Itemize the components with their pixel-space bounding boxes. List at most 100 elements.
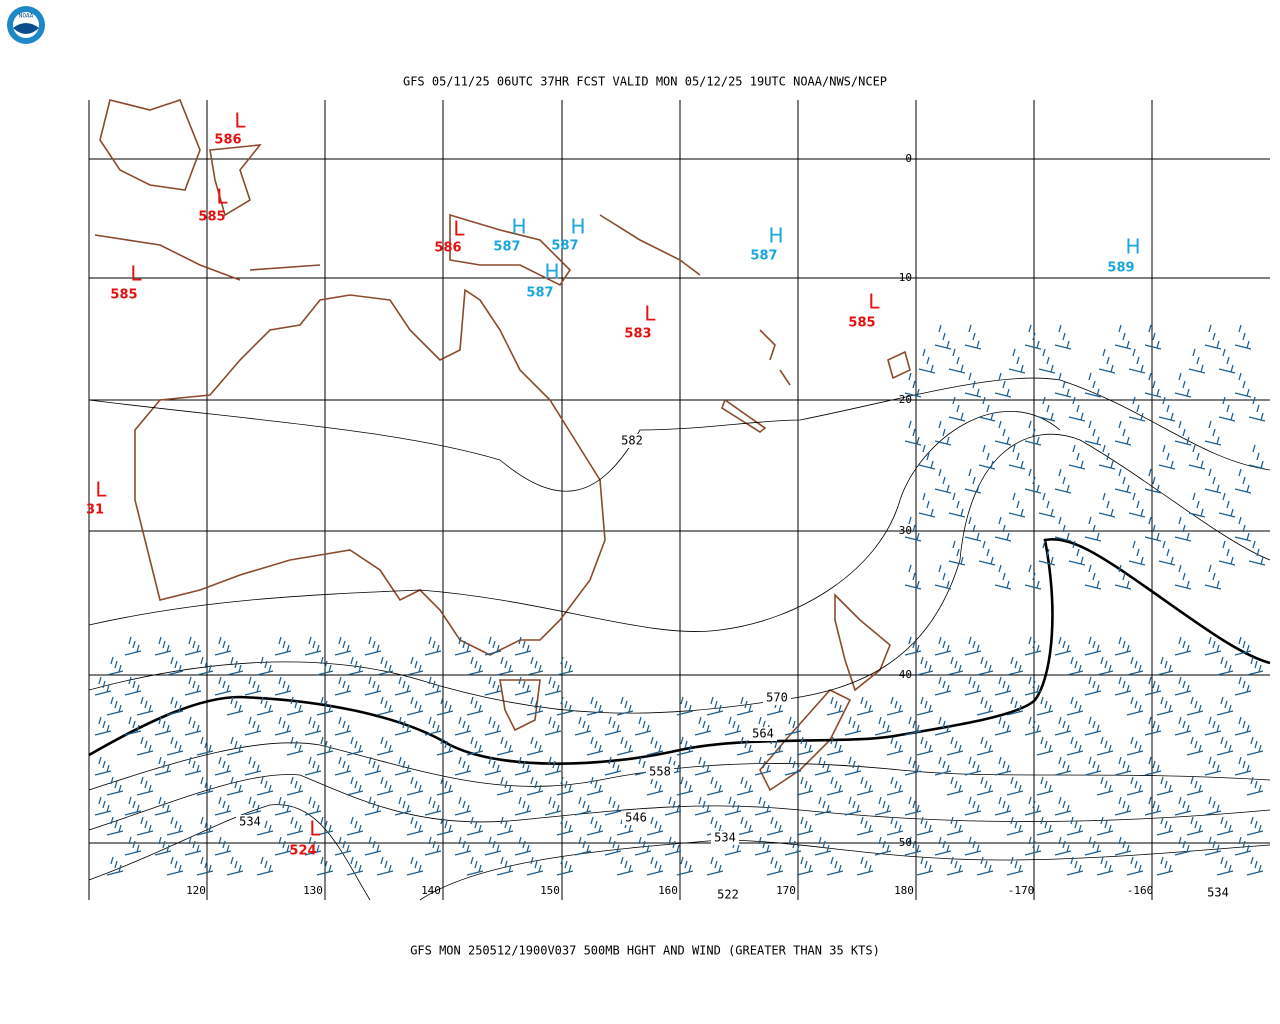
wind-barb	[1054, 716, 1072, 736]
wind-barb	[526, 856, 544, 876]
wind-barb	[724, 716, 742, 736]
contour-label-bg	[749, 727, 777, 741]
wind-barb	[364, 636, 382, 656]
wind-barb	[604, 756, 622, 776]
wind-barb	[784, 836, 802, 856]
wind-barb	[424, 716, 442, 736]
wind-barb	[874, 836, 892, 856]
wind-barb	[1204, 756, 1222, 776]
wind-barb	[616, 856, 634, 876]
wind-barb	[916, 656, 934, 676]
wind-barb	[94, 716, 112, 736]
new-guinea	[449, 213, 572, 287]
wind-barb	[274, 636, 292, 656]
wind-barb	[196, 856, 214, 876]
wind-barb	[196, 816, 214, 836]
wind-barb	[1128, 540, 1146, 566]
wind-barb	[948, 348, 966, 374]
wind-barb	[226, 856, 244, 876]
wind-barb	[946, 656, 964, 676]
center-value: 586	[434, 241, 461, 256]
contour-label: 558	[649, 765, 671, 779]
wind-barb	[886, 696, 904, 716]
wind-barb	[844, 716, 862, 736]
wind-barb	[184, 756, 202, 776]
center-value: 585	[110, 288, 137, 303]
center-symbol: L	[868, 290, 880, 314]
wind-barb	[1126, 696, 1144, 716]
wind-barb	[496, 736, 514, 756]
wind-barb	[1128, 396, 1146, 422]
wind-barb	[826, 856, 844, 876]
wind-barb	[376, 696, 394, 716]
wind-barb	[736, 816, 754, 836]
wind-barb	[1024, 564, 1042, 590]
center-value: 586	[214, 133, 241, 148]
center-symbol: H	[544, 260, 559, 284]
wind-barb	[1126, 856, 1144, 876]
wind-barb	[346, 656, 364, 676]
wind-barb	[1188, 444, 1206, 470]
wind-barb	[676, 776, 694, 796]
wind-barb	[184, 636, 202, 656]
wind-barb	[1174, 676, 1192, 696]
wind-barb	[844, 796, 862, 816]
contour-label-bg	[711, 831, 739, 845]
wind-barb	[826, 696, 844, 716]
contour-label: 570	[766, 691, 788, 705]
wind-barb	[1036, 776, 1054, 796]
wind-barb	[1128, 492, 1146, 518]
wind-barb	[1204, 564, 1222, 590]
wind-barb	[244, 676, 262, 696]
wind-barb	[1038, 396, 1056, 422]
wind-barb	[1216, 816, 1234, 836]
fiji	[887, 350, 911, 380]
wind-barb	[1008, 348, 1026, 374]
australia	[134, 288, 606, 656]
new-caledonia	[721, 398, 767, 433]
wind-barb	[918, 492, 936, 518]
wind-barb	[256, 856, 274, 876]
wind-barb	[394, 676, 412, 696]
contour-label: 534	[714, 831, 736, 845]
wind-barb	[1144, 324, 1162, 350]
wind-barb	[904, 796, 922, 816]
wind-barb	[496, 776, 514, 796]
contour-label: 564	[752, 727, 774, 741]
wind-barb	[214, 836, 232, 856]
wind-barb	[1006, 696, 1024, 716]
wind-barb	[934, 420, 952, 446]
wind-barb	[484, 716, 502, 736]
wind-barb	[1204, 468, 1222, 494]
wind-barb	[196, 736, 214, 756]
wind-barb	[166, 736, 184, 756]
wind-barb	[154, 716, 172, 736]
wind-barb	[874, 716, 892, 736]
wind-barb	[274, 716, 292, 736]
contour	[88, 377, 1271, 492]
wind-barb	[424, 636, 442, 656]
wind-barb	[1084, 836, 1102, 856]
wind-barb	[406, 656, 424, 676]
wind-barb	[736, 776, 754, 796]
wind-barb	[1246, 736, 1264, 756]
wind-barb	[676, 736, 694, 756]
wind-barb	[1174, 636, 1192, 656]
wind-barb	[1054, 468, 1072, 494]
wind-barb	[574, 716, 592, 736]
wind-barb	[1096, 856, 1114, 876]
wind-barb	[904, 756, 922, 776]
longitude-label: 170	[776, 884, 796, 897]
wind-barb	[736, 736, 754, 756]
wind-barb	[646, 816, 664, 836]
wind-barb	[1114, 636, 1132, 656]
wind-barb	[766, 696, 784, 716]
wind-barb	[1068, 540, 1086, 566]
wind-barb	[556, 776, 574, 796]
wind-barb	[514, 796, 532, 816]
wind-barb	[1006, 856, 1024, 876]
wind-barb	[994, 716, 1012, 736]
wind-barb	[1186, 776, 1204, 796]
wind-barb	[604, 836, 622, 856]
wind-barb	[1246, 776, 1264, 796]
